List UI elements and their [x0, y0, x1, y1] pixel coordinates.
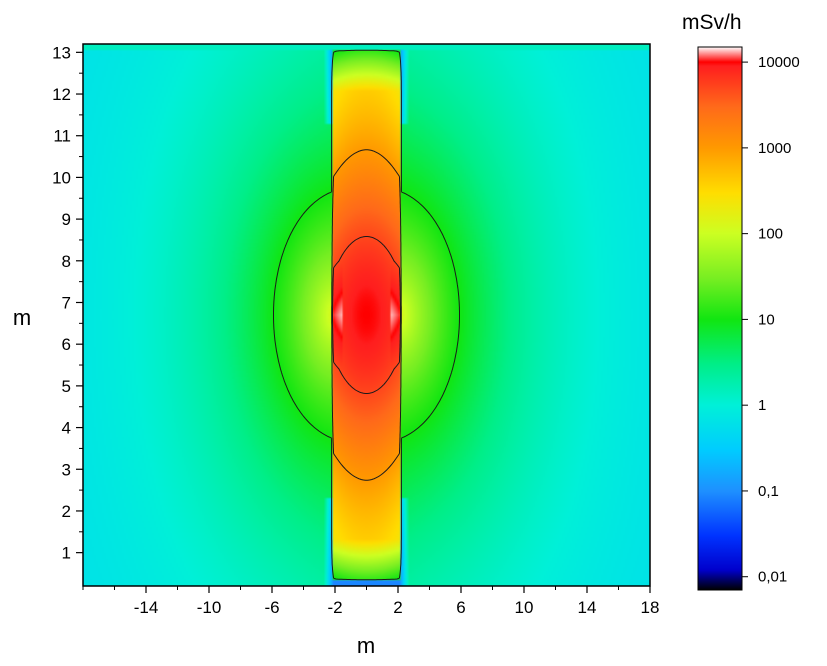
x-tick-label: 18: [641, 598, 660, 617]
x-tick-label: 6: [456, 598, 465, 617]
contour-lines: [273, 49, 460, 581]
colorbar-tick-label: 10000: [758, 54, 800, 71]
x-tick-label: -6: [264, 598, 279, 617]
y-tick-label: 2: [62, 502, 71, 521]
y-tick-label: 6: [62, 335, 71, 354]
x-tick-label: -2: [327, 598, 342, 617]
y-tick-label: 13: [52, 43, 71, 62]
x-tick-label: -10: [197, 598, 222, 617]
y-tick-label: 3: [62, 460, 71, 479]
y-tick-label: 12: [52, 85, 71, 104]
y-tick-label: 8: [62, 252, 71, 271]
colorbar-tick-label: 1000: [758, 140, 791, 157]
heatmap-image: [83, 44, 650, 586]
y-tick-label: 11: [53, 127, 71, 146]
y-tick-label: 5: [62, 377, 71, 396]
colorbar-tick-label: 1: [758, 397, 766, 414]
colorbar-tick-label: 100: [758, 226, 783, 243]
colorbar-tick-label: 10: [758, 311, 775, 328]
colorbar-fill: [697, 46, 743, 591]
colorbar-title: mSv/h: [682, 11, 742, 34]
y-tick-label: 7: [62, 293, 71, 312]
contour-line-1000: [331, 149, 402, 481]
x-tick-label: 10: [515, 598, 534, 617]
x-axis: -14 -10 -6 -2 2 6 10 14 18: [82, 586, 660, 617]
contour-line-10: [273, 49, 460, 581]
y-tick-label: 10: [52, 168, 71, 187]
y-tick-label: 1: [62, 544, 71, 563]
x-tick-label: -14: [134, 598, 159, 617]
colorbar-ticks: 0,01 0,1 1 10 100 1000 10000: [742, 54, 800, 586]
y-axis-title: m: [13, 305, 31, 330]
colorbar-tick-label: 0,01: [758, 569, 787, 586]
colorbar-tick-label: 0,1: [758, 483, 779, 500]
y-tick-label: 4: [62, 419, 71, 438]
y-tick-label: 9: [62, 210, 71, 229]
colorbar: 0,01 0,1 1 10 100 1000 10000 mSv/h: [682, 11, 800, 591]
x-tick-label: 2: [393, 598, 402, 617]
contour-line-5000: [332, 236, 401, 394]
plot-area: [82, 43, 651, 587]
x-tick-label: 14: [578, 598, 597, 617]
x-axis-title: m: [357, 633, 375, 658]
